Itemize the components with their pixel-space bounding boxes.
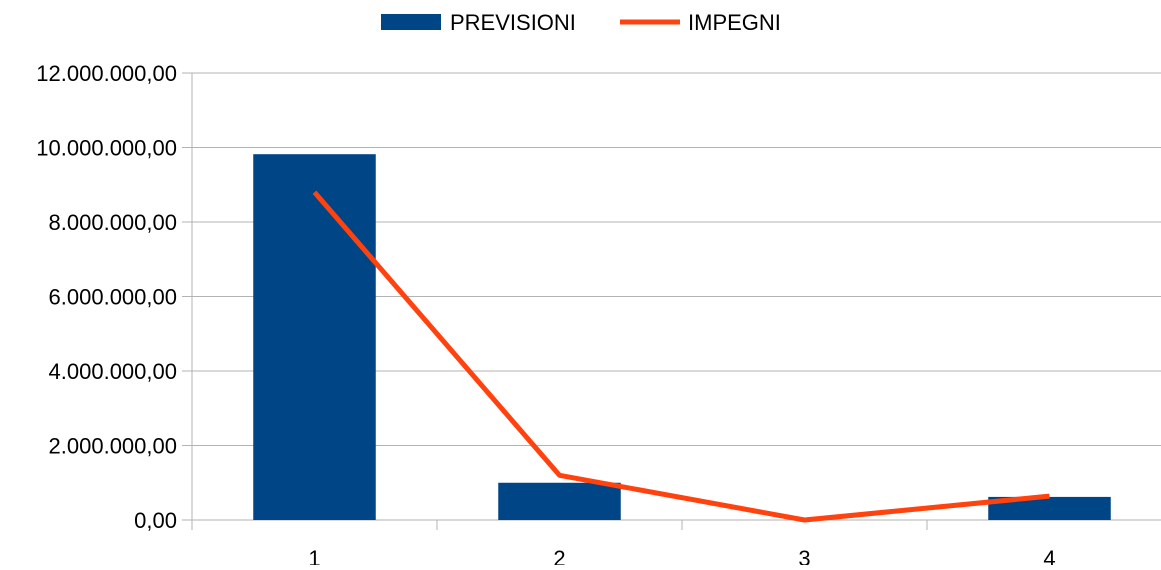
- y-tick-label: 0,00: [134, 508, 177, 533]
- y-tick-label: 10.000.000,00: [36, 136, 177, 161]
- line-series: [314, 192, 1049, 520]
- bar-previsioni-2: [498, 483, 621, 520]
- x-tick-labels: 1 2 3 4: [308, 546, 1055, 565]
- legend: PREVISIONI IMPEGNI: [381, 10, 781, 35]
- legend-label-previsioni: PREVISIONI: [450, 10, 576, 35]
- y-tick-labels: 0,00 2.000.000,00 4.000.000,00 6.000.000,00…: [36, 61, 177, 533]
- y-tick-label: 2.000.000,00: [49, 434, 177, 459]
- line-impegni: [315, 192, 1050, 520]
- x-tick-label: 2: [553, 546, 565, 565]
- legend-swatch-previsioni: [381, 14, 441, 30]
- y-tick-label: 8.000.000,00: [49, 210, 177, 235]
- y-tick-label: 12.000.000,00: [36, 61, 177, 86]
- legend-label-impegni: IMPEGNI: [688, 10, 781, 35]
- y-tick-label: 6.000.000,00: [49, 285, 177, 310]
- x-tick-label: 1: [308, 546, 320, 565]
- bar-series: [253, 154, 1111, 520]
- bar-previsioni-1: [253, 154, 376, 520]
- y-tick-label: 4.000.000,00: [49, 359, 177, 384]
- x-tick-label: 3: [798, 546, 810, 565]
- x-tick-label: 4: [1043, 546, 1055, 565]
